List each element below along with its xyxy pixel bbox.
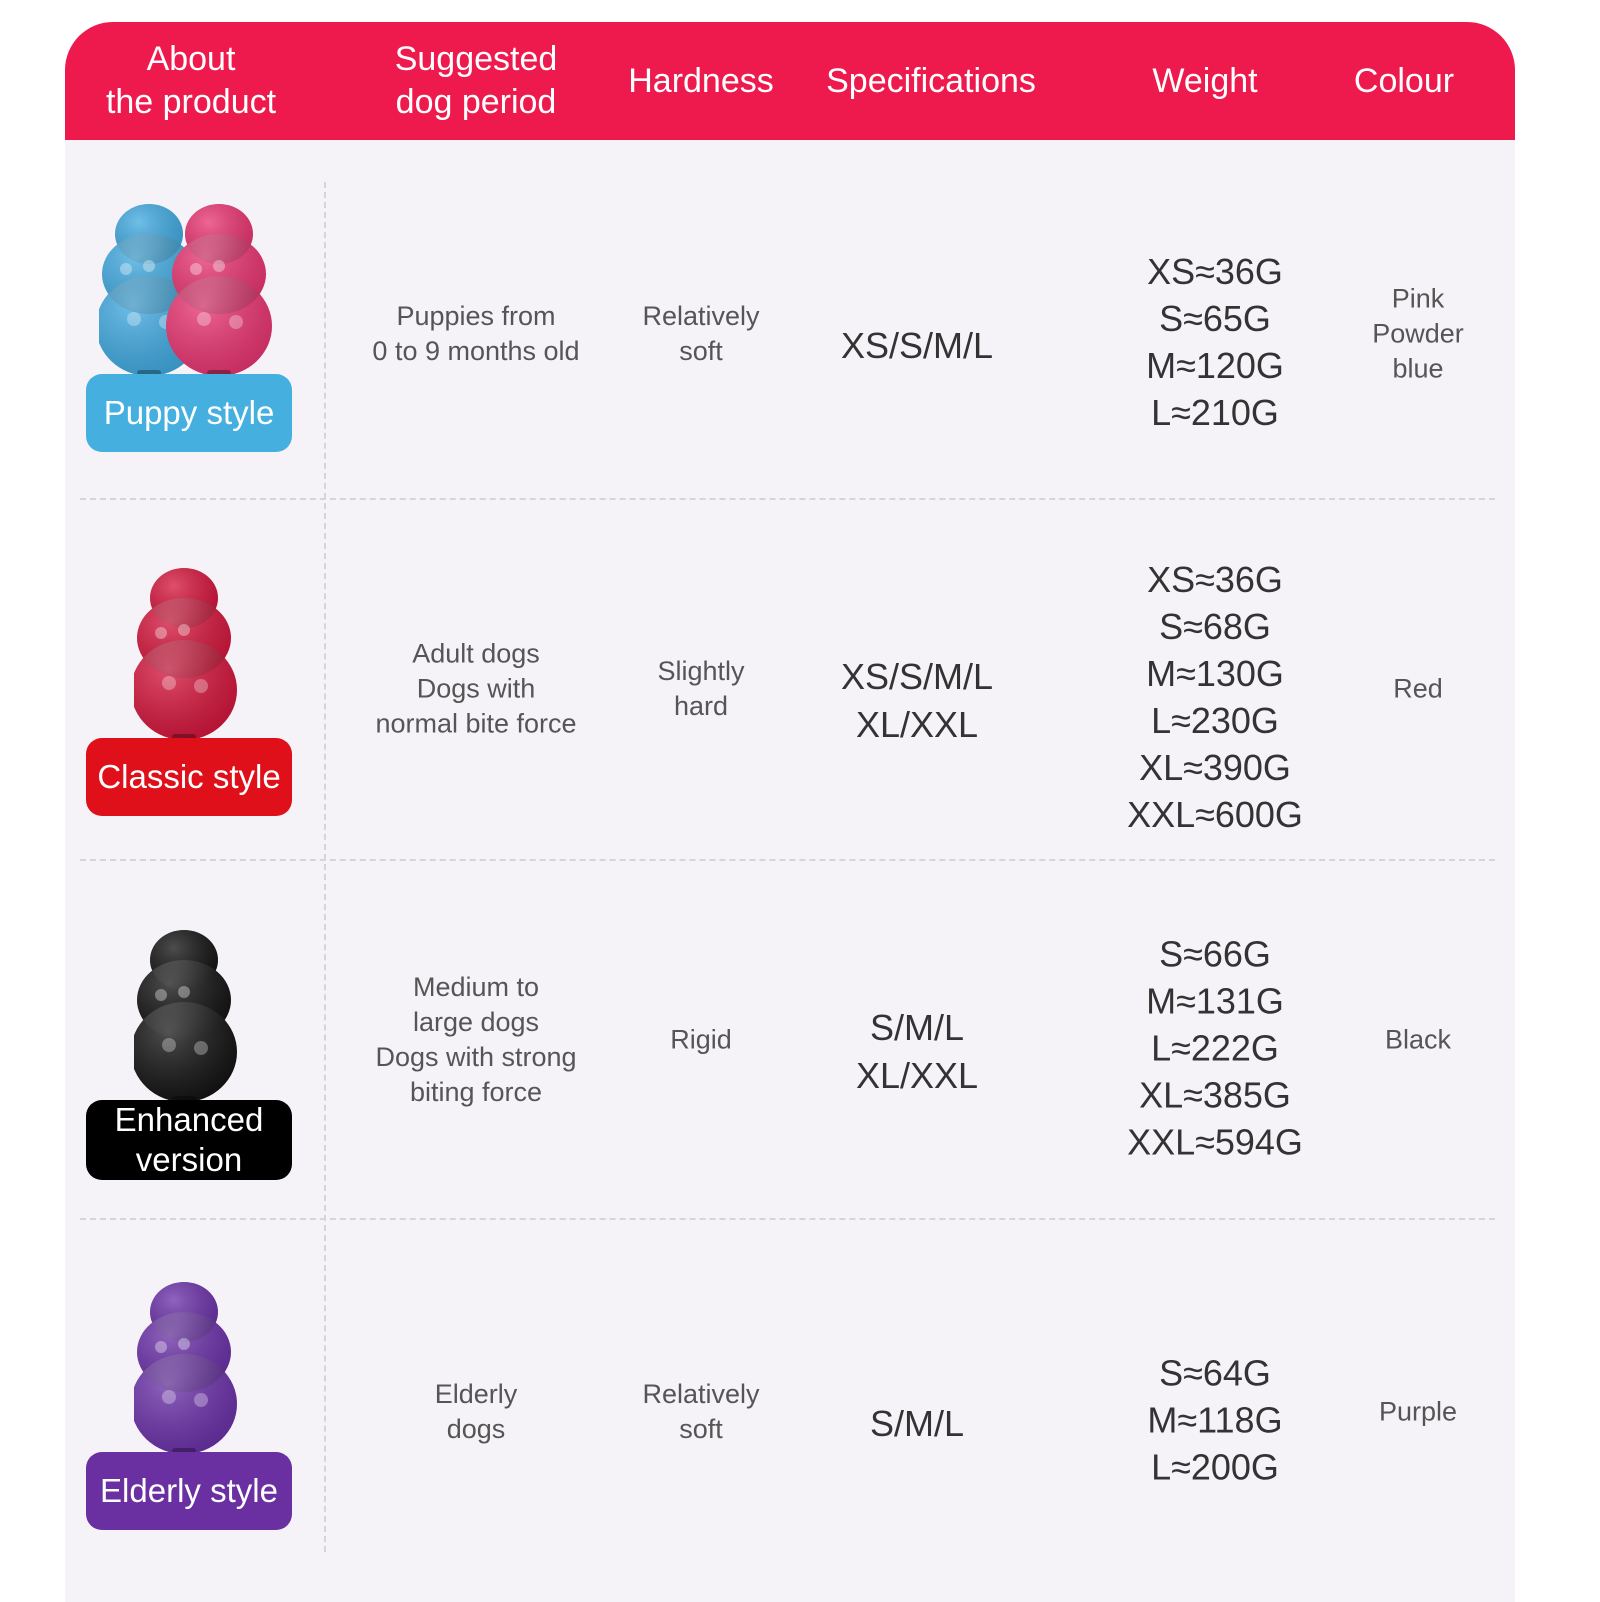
row-divider xyxy=(80,1218,1495,1220)
hardness: Rigid xyxy=(670,1024,732,1055)
product-comparison-table: About the product Suggested dog period H… xyxy=(65,22,1515,1602)
colour: Black xyxy=(1384,1024,1452,1055)
puppy-toy-image xyxy=(99,204,272,376)
puppy-style-badge: Puppy style xyxy=(86,374,292,452)
hardness: Relatively soft xyxy=(642,1379,760,1444)
enhanced-style-badge: Enhanced version xyxy=(86,1100,292,1180)
row-divider xyxy=(80,498,1495,500)
classic-toy-image xyxy=(134,568,237,740)
header-about-product: About the product xyxy=(105,40,277,121)
style-label: Enhanced version xyxy=(114,1101,264,1178)
weight-list: XS≈36G S≈65G M≈120G L≈210G xyxy=(1146,251,1284,433)
style-label: Classic style xyxy=(97,758,281,795)
suggested-period: Elderly dogs xyxy=(434,1379,518,1444)
header-specifications: Specifications xyxy=(826,61,1036,100)
header-weight: Weight xyxy=(1152,61,1258,100)
hardness: Slightly hard xyxy=(657,656,745,721)
colour: Pink Powder blue xyxy=(1372,283,1464,384)
suggested-period: Medium to large dogs Dogs with strong bi… xyxy=(375,972,577,1107)
suggested-period: Puppies from 0 to 9 months old xyxy=(372,301,580,366)
weight-list: S≈66G M≈131G L≈222G XL≈385G XXL≈594G xyxy=(1127,933,1303,1163)
header-colour: Colour xyxy=(1353,61,1455,100)
row-divider xyxy=(80,859,1495,861)
specifications: S/M/L XL/XXL xyxy=(855,1007,979,1096)
elderly-toy-image xyxy=(134,1282,237,1454)
colour: Red xyxy=(1393,673,1443,704)
weight-list: XS≈36G S≈68G M≈130G L≈230G XL≈390G XXL≈6… xyxy=(1127,559,1303,835)
header-suggested-period: Suggested dog period xyxy=(394,40,558,121)
specifications: XS/S/M/L XL/XXL xyxy=(840,656,994,745)
table-header: About the product Suggested dog period H… xyxy=(65,22,1515,140)
specifications: S/M/L xyxy=(869,1403,965,1444)
header-hardness: Hardness xyxy=(628,61,774,100)
specifications: XS/S/M/L xyxy=(840,325,994,366)
weight-list: S≈64G M≈118G L≈200G xyxy=(1147,1352,1283,1488)
enhanced-toy-image xyxy=(134,930,237,1102)
style-label: Elderly style xyxy=(100,1472,278,1509)
column-divider xyxy=(324,182,326,1552)
style-label: Puppy style xyxy=(103,394,275,431)
elderly-style-badge: Elderly style xyxy=(86,1452,292,1530)
colour: Purple xyxy=(1378,1396,1458,1427)
classic-style-badge: Classic style xyxy=(86,738,292,816)
hardness: Relatively soft xyxy=(642,301,760,366)
suggested-period: Adult dogs Dogs with normal bite force xyxy=(375,638,577,739)
